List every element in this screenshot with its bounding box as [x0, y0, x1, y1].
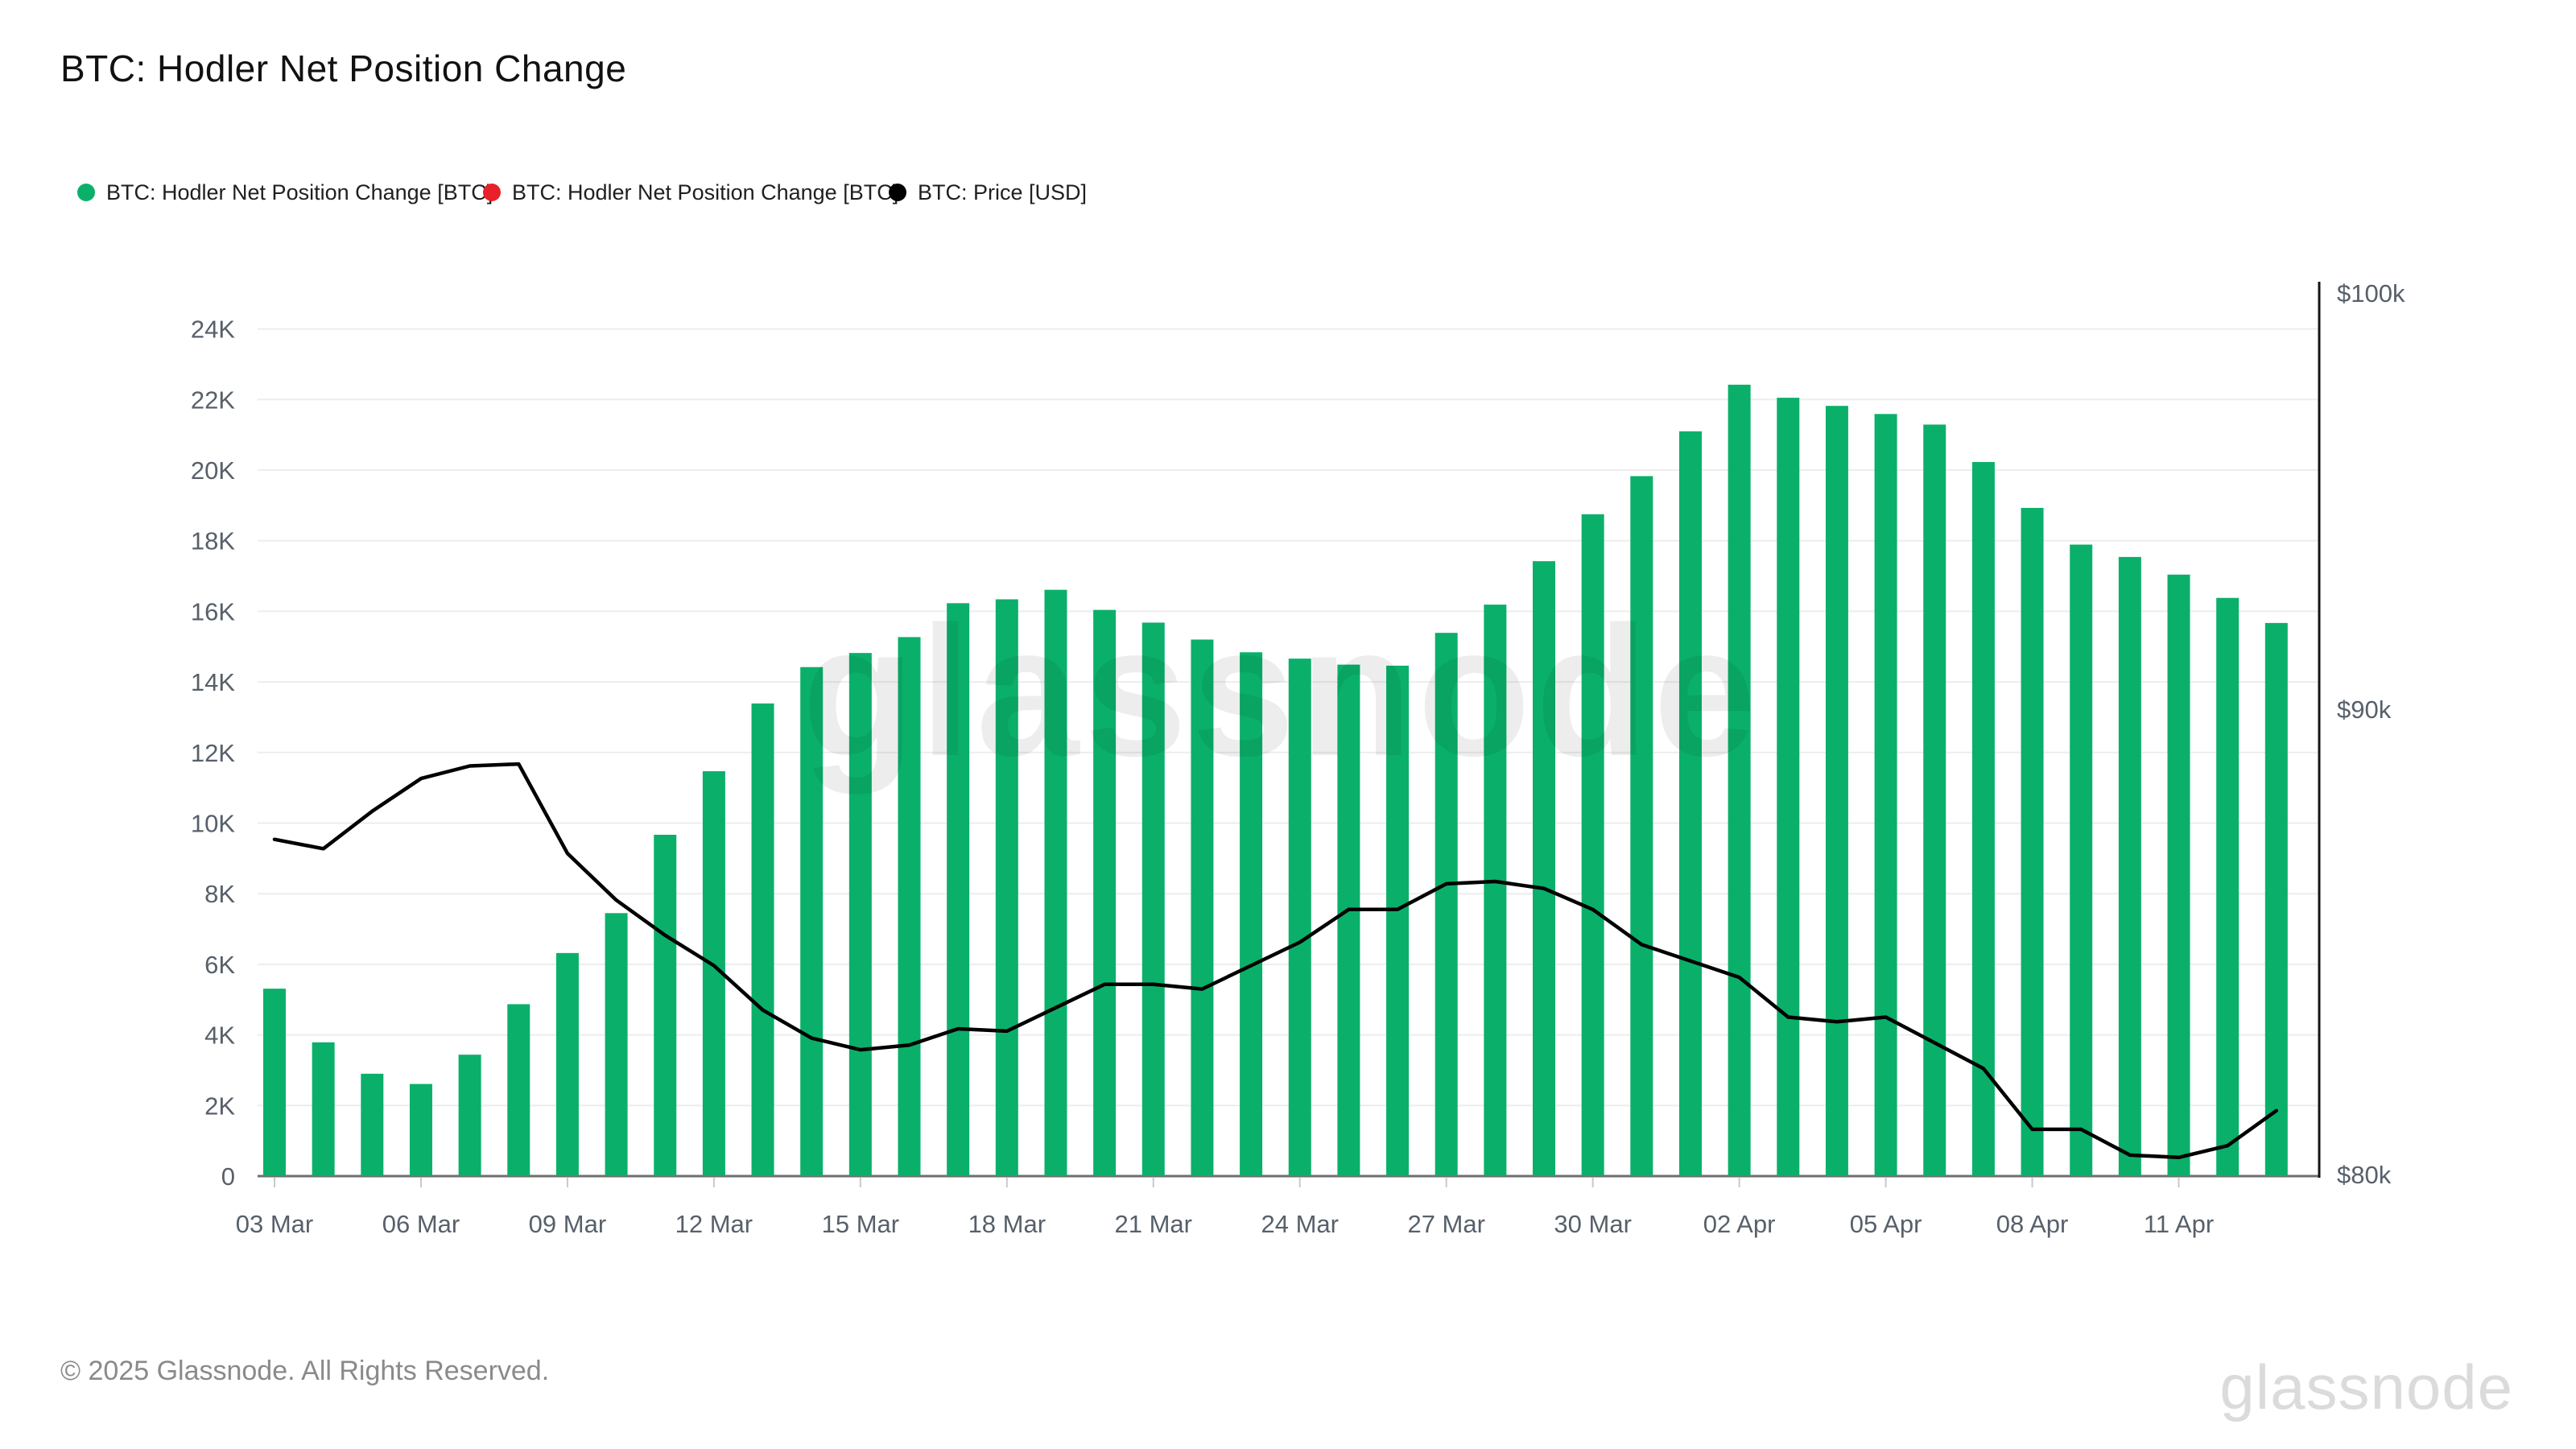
bar[interactable] [1728, 384, 1751, 1176]
bar[interactable] [2167, 574, 2190, 1176]
bar[interactable] [555, 952, 579, 1176]
x-tick-label: 05 Apr [1850, 1210, 1922, 1238]
bar[interactable] [1971, 461, 1995, 1176]
x-tick-label: 30 Mar [1554, 1210, 1631, 1238]
bar[interactable] [1825, 406, 1848, 1176]
legend-item-hodler-net-position-red[interactable]: BTC: Hodler Net Position Change [BTC] [483, 179, 898, 206]
bar[interactable] [654, 834, 677, 1176]
x-tick-label: 15 Mar [822, 1210, 899, 1238]
legend-item-hodler-net-position-green[interactable]: BTC: Hodler Net Position Change [BTC] [77, 179, 493, 206]
glassnode-logo: glassnode [2219, 1352, 2513, 1422]
green-dot-icon [77, 184, 95, 201]
bar[interactable] [898, 637, 921, 1176]
y-left-tick-label: 14K [191, 668, 235, 696]
bar[interactable] [1191, 639, 1214, 1176]
bar[interactable] [751, 703, 774, 1176]
y-left-tick-label: 10K [191, 810, 235, 838]
bar[interactable] [1678, 431, 1702, 1176]
x-tick-label: 03 Mar [236, 1210, 313, 1238]
x-tick-label: 18 Mar [968, 1210, 1046, 1238]
bar[interactable] [1288, 658, 1311, 1176]
legend-label: BTC: Hodler Net Position Change [BTC] [512, 180, 899, 204]
bar[interactable] [2264, 622, 2288, 1176]
bar[interactable] [263, 989, 286, 1176]
bar[interactable] [1093, 609, 1117, 1176]
x-tick-label: 02 Apr [1703, 1210, 1776, 1238]
bar[interactable] [458, 1055, 481, 1176]
y-left-tick-label: 12K [191, 739, 235, 767]
y-left-tick-label: 16K [191, 597, 235, 625]
bar[interactable] [1874, 414, 1897, 1176]
y-right-tick-label: $90k [2337, 696, 2392, 724]
legend: BTC: Hodler Net Position Change [BTC] BT… [0, 179, 2576, 206]
y-left-tick-label: 8K [204, 880, 235, 908]
bar[interactable] [1484, 605, 1507, 1176]
x-tick-label: 06 Mar [382, 1210, 460, 1238]
bar[interactable] [1240, 652, 1263, 1176]
bar[interactable] [995, 599, 1018, 1176]
x-tick-label: 08 Apr [1996, 1210, 2069, 1238]
bar[interactable] [1435, 633, 1458, 1176]
bar[interactable] [605, 913, 628, 1176]
bar[interactable] [1386, 665, 1410, 1176]
y-left-tick-label: 6K [204, 951, 235, 979]
bar[interactable] [2118, 556, 2141, 1176]
bar[interactable] [507, 1004, 530, 1176]
y-right-tick-label: $100k [2337, 279, 2405, 308]
y-left-tick-label: 22K [191, 386, 235, 414]
red-dot-icon [483, 184, 501, 201]
y-left-tick-label: 24K [191, 316, 235, 344]
watermark-logo: glassnode [802, 588, 1761, 795]
bar[interactable] [800, 667, 824, 1176]
y-left-tick-label: 18K [191, 527, 235, 555]
legend-label: BTC: Hodler Net Position Change [BTC] [106, 180, 493, 204]
copyright-text: © 2025 Glassnode. All Rights Reserved. [60, 1356, 550, 1386]
bar[interactable] [1141, 622, 1165, 1176]
bar[interactable] [409, 1084, 432, 1176]
y-left-tick-label: 0 [221, 1162, 235, 1191]
bar[interactable] [1581, 514, 1604, 1176]
bar[interactable] [1337, 664, 1360, 1176]
bar[interactable] [1044, 589, 1067, 1176]
bar[interactable] [361, 1073, 384, 1176]
y-left-tick-label: 20K [191, 456, 235, 485]
bar[interactable] [848, 653, 872, 1176]
y-right-tick-label: $80k [2337, 1161, 2392, 1189]
legend-label: BTC: Price [USD] [918, 180, 1088, 204]
x-tick-label: 11 Apr [2144, 1210, 2214, 1238]
legend-item-btc-price[interactable]: BTC: Price [USD] [889, 179, 1087, 206]
bar[interactable] [2216, 597, 2240, 1176]
bar[interactable] [2021, 507, 2044, 1176]
x-tick-label: 21 Mar [1115, 1210, 1192, 1238]
bar[interactable] [947, 603, 970, 1176]
x-tick-label: 27 Mar [1407, 1210, 1484, 1238]
bar[interactable] [1923, 424, 1946, 1176]
bar[interactable] [1777, 398, 1800, 1176]
bar[interactable] [2070, 544, 2093, 1176]
bar[interactable] [1533, 561, 1556, 1176]
x-tick-label: 09 Mar [529, 1210, 606, 1238]
x-tick-label: 12 Mar [675, 1210, 753, 1238]
bar[interactable] [1630, 476, 1653, 1176]
y-left-tick-label: 2K [204, 1092, 235, 1120]
black-dot-icon [889, 184, 906, 201]
price-line [272, 762, 2279, 1160]
y-left-tick-label: 4K [204, 1022, 235, 1050]
page-title: BTC: Hodler Net Position Change [60, 47, 627, 89]
x-tick-label: 24 Mar [1261, 1210, 1338, 1238]
bar[interactable] [312, 1042, 335, 1176]
